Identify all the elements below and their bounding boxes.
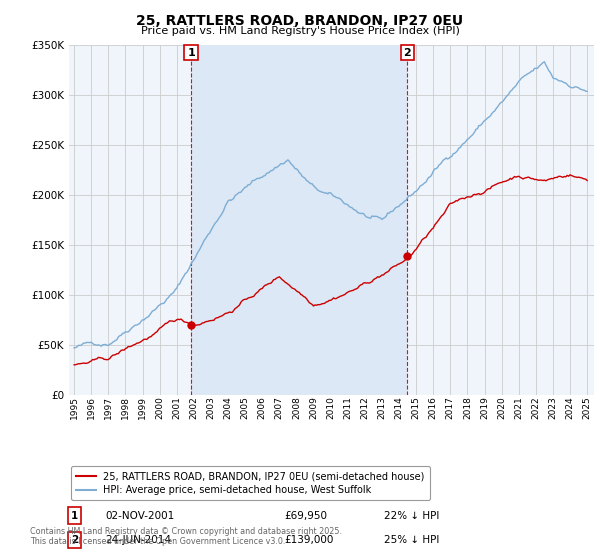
Text: 22% ↓ HPI: 22% ↓ HPI xyxy=(384,511,439,521)
Text: 1: 1 xyxy=(187,48,195,58)
Text: £139,000: £139,000 xyxy=(284,535,334,545)
Bar xyxy=(191,45,407,395)
Text: 2: 2 xyxy=(71,535,78,545)
Text: 02-NOV-2001: 02-NOV-2001 xyxy=(106,511,175,521)
Text: Contains HM Land Registry data © Crown copyright and database right 2025.
This d: Contains HM Land Registry data © Crown c… xyxy=(30,526,342,546)
Text: 24-JUN-2014: 24-JUN-2014 xyxy=(106,535,172,545)
Text: 1: 1 xyxy=(71,511,78,521)
Legend: 25, RATTLERS ROAD, BRANDON, IP27 0EU (semi-detached house), HPI: Average price, : 25, RATTLERS ROAD, BRANDON, IP27 0EU (se… xyxy=(71,466,430,500)
Text: £69,950: £69,950 xyxy=(284,511,327,521)
Text: Price paid vs. HM Land Registry's House Price Index (HPI): Price paid vs. HM Land Registry's House … xyxy=(140,26,460,36)
Text: 25% ↓ HPI: 25% ↓ HPI xyxy=(384,535,439,545)
Text: 25, RATTLERS ROAD, BRANDON, IP27 0EU: 25, RATTLERS ROAD, BRANDON, IP27 0EU xyxy=(136,14,464,28)
Text: 2: 2 xyxy=(403,48,411,58)
